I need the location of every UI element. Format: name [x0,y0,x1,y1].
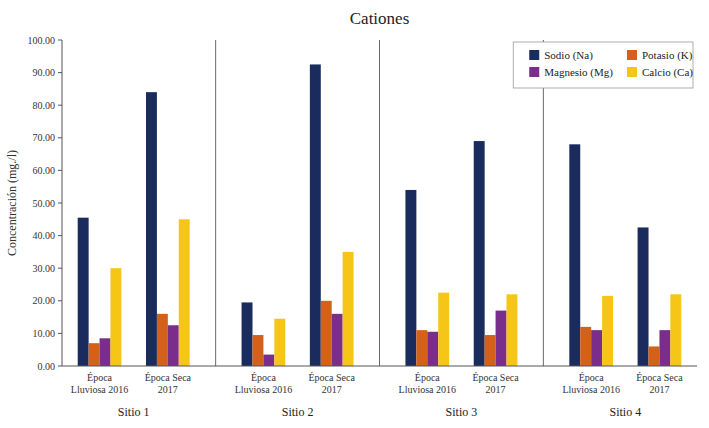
bar [310,64,321,366]
bar [405,190,416,366]
x-tick-label: ÉpocaLluviosa 2016 [562,372,620,395]
bar [591,330,602,366]
bar [602,296,613,366]
legend-item: Magnesio (Mg) [529,66,613,79]
x-tick-label: Época Seca2017 [636,372,683,395]
x-tick-label: Época Seca2017 [309,372,356,395]
bar [438,293,449,366]
x-tick-label: ÉpocaLluviosa 2016 [235,372,293,395]
x-tick-label: Época Seca2017 [472,372,519,395]
y-tick-label: 80.00 [33,100,56,111]
bar [168,325,179,366]
site-separator [543,40,544,366]
legend-swatch [627,50,637,60]
bar [321,301,332,366]
bar [242,302,253,366]
y-tick-label: 90.00 [33,67,56,78]
y-tick-label: 50.00 [33,198,56,209]
bar [416,330,427,366]
bar [569,144,580,366]
legend-box [513,42,693,88]
x-tick-label: ÉpocaLluviosa 2016 [399,372,457,395]
legend-label: Calcio (Ca) [642,66,693,79]
bar [332,314,343,366]
y-tick [58,137,62,138]
title: Cationes [350,9,410,28]
y-tick-label: 100.00 [28,35,56,46]
site-separator [379,40,380,366]
y-tick-label: 40.00 [33,230,56,241]
y-tick-label: 60.00 [33,165,56,176]
y-tick [58,300,62,301]
bar [507,294,518,366]
y-tick-label: 70.00 [33,132,56,143]
bar [649,346,660,366]
bar [110,268,121,366]
bar [78,218,89,366]
bar [253,335,264,366]
legend-label: Magnesio (Mg) [544,66,613,79]
y-tick [58,333,62,334]
x-axis-line [62,366,697,367]
legend-label: Potasio (K) [642,49,693,62]
bar [179,219,190,366]
bar [427,332,438,366]
bar [263,355,274,366]
bar [146,92,157,366]
y-tick [58,268,62,269]
y-tick [58,105,62,106]
y-tick-label: 30.00 [33,263,56,274]
legend-item: Sodio (Na) [529,49,593,62]
y-tick [58,40,62,41]
legend-item: Potasio (K) [627,49,693,62]
x-tick-label: Época Seca2017 [145,372,192,395]
bar [274,319,285,366]
y-tick-label: 10.00 [33,328,56,339]
bar [474,141,485,366]
legend-swatch [627,67,637,77]
site-label: Sitio 1 [118,405,150,419]
y-axis-line [62,40,63,366]
legend-swatch [529,67,539,77]
bar [638,227,649,366]
bar [496,311,507,366]
bar [659,330,670,366]
legend-label: Sodio (Na) [544,49,593,62]
legend-swatch [529,50,539,60]
bar [580,327,591,366]
y-tick [58,203,62,204]
y-tick [58,235,62,236]
bar [89,343,100,366]
y-tick-label: 0.00 [38,361,56,372]
site-separator [215,40,216,366]
chart: Cationes Concentración (mg./l) 0.00 10.00 20… [0,0,709,428]
y-tick [58,72,62,73]
site-label: Sitio 4 [609,405,641,419]
site-label: Sitio 2 [282,405,314,419]
bars [78,64,682,366]
y-tick-label: 20.00 [33,295,56,306]
legend: Sodio (Na) Potasio (K) Magnesio (Mg) Calcio… [513,42,693,88]
bar [157,314,168,366]
site-label: Sitio 3 [446,405,478,419]
y-tick [58,170,62,171]
y-axis-label: Concentración (mg./l) [5,150,19,256]
x-tick-label: ÉpocaLluviosa 2016 [71,372,129,395]
legend-item: Calcio (Ca) [627,66,693,79]
background [0,0,709,428]
bar [100,338,111,366]
bar [343,252,354,366]
bar [485,335,496,366]
y-tick [58,366,62,367]
bar [670,294,681,366]
